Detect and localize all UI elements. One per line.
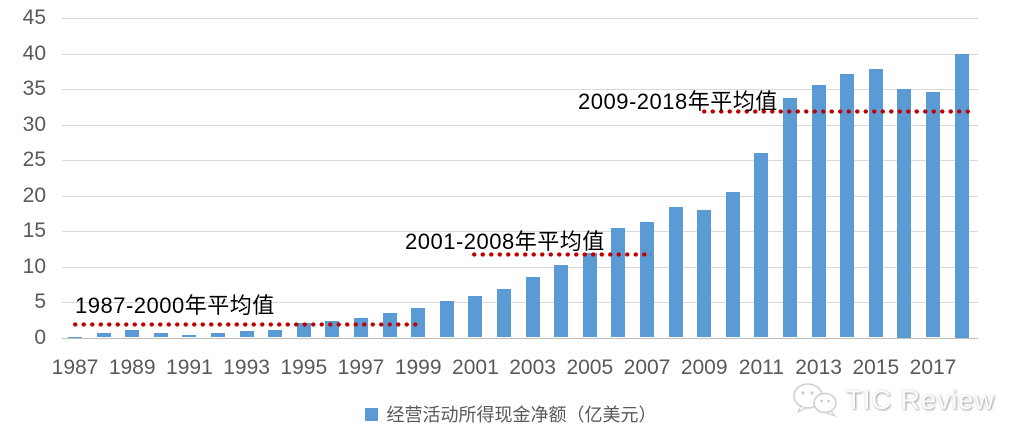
wechat-icon [793,383,838,418]
bar-2001 [468,295,483,338]
x-axis-tick-1997: 1997 [337,356,385,379]
gridline-15 [62,231,978,232]
x-axis-tick-2001: 2001 [452,356,499,379]
gridline-0 [62,337,978,339]
x-axis-tick-1995: 1995 [280,356,328,379]
gridline-5 [62,302,978,303]
x-axis-tick-1989: 1989 [108,356,156,379]
x-axis-tick-2003: 2003 [509,356,556,379]
bar-2011 [754,152,769,338]
x-axis-tick-2007: 2007 [623,356,671,379]
bar-1992 [211,333,225,338]
bar-2012 [783,97,797,338]
x-axis-tick-2017: 2017 [909,356,957,379]
y-axis-tick-35: 35 [22,77,46,100]
avg-line-label-2009-2018: 2009-2018年平均值 [578,89,778,114]
bar-2018 [954,53,969,338]
bar-2005 [582,253,597,338]
y-axis-tick-45: 45 [22,6,46,29]
y-axis-tick-40: 40 [22,41,46,65]
y-axis-tick-30: 30 [22,112,46,136]
x-axis-tick-1991: 1991 [166,356,213,379]
avg-line-2001-2008 [470,251,651,257]
bar-1990 [153,332,168,338]
legend: 经营活动所得现金净额（亿美元） [0,401,1021,427]
gridline-10 [62,266,978,268]
bar-2003 [525,277,540,338]
bar-2008 [668,206,683,338]
bar-2000 [439,301,454,338]
y-axis-tick-25: 25 [22,148,46,171]
bar-1993 [239,331,254,338]
bar-1989 [125,330,140,338]
gridline-20 [62,195,978,197]
bar-2014 [840,74,855,338]
legend-marker [364,407,378,421]
x-axis-tick-1993: 1993 [223,356,270,379]
legend-label: 经营活动所得现金净额（亿美元） [386,405,657,425]
x-axis-tick-1987: 1987 [51,356,99,379]
bar-2006 [611,228,626,338]
y-axis-tick-10: 10 [22,254,46,278]
bar-1987 [68,336,82,338]
gridline-25 [62,160,978,161]
watermark-text: TIC Review [845,384,995,415]
gridline-35 [62,89,978,90]
y-axis-tick-0: 0 [34,325,46,349]
bar-2004 [554,265,569,338]
avg-line-1987-2000 [71,321,421,327]
bar-1988 [96,333,111,338]
avg-line-label-2001-2008: 2001-2008年平均值 [405,229,605,254]
x-axis-tick-2011: 2011 [738,356,784,379]
avg-line-label-1987-2000: 1987-2000年平均值 [75,293,275,318]
bar-2017 [926,91,940,338]
bar-2002 [497,288,511,338]
x-axis-tick-1999: 1999 [394,356,442,379]
bar-1994 [268,329,283,338]
gridline-30 [62,124,978,126]
avg-line-2009-2018 [700,109,972,115]
x-axis-tick-2005: 2005 [566,356,614,379]
bar-2015 [868,69,883,338]
bar-2007 [640,221,654,338]
bar-2016 [897,89,912,338]
y-axis-tick-5: 5 [34,290,46,313]
x-axis-tick-2013: 2013 [795,356,842,379]
bar-2010 [725,191,740,338]
watermark: TIC Review [792,381,995,419]
y-axis-tick-20: 20 [22,183,46,207]
gridline-45 [62,18,978,19]
x-axis-tick-2009: 2009 [680,356,728,379]
bar-2009 [697,210,712,338]
y-axis-tick-15: 15 [22,219,46,242]
bar-2013 [811,85,826,338]
bar-1991 [182,335,197,338]
gridline-40 [62,53,978,55]
x-axis-tick-2015: 2015 [852,356,900,379]
